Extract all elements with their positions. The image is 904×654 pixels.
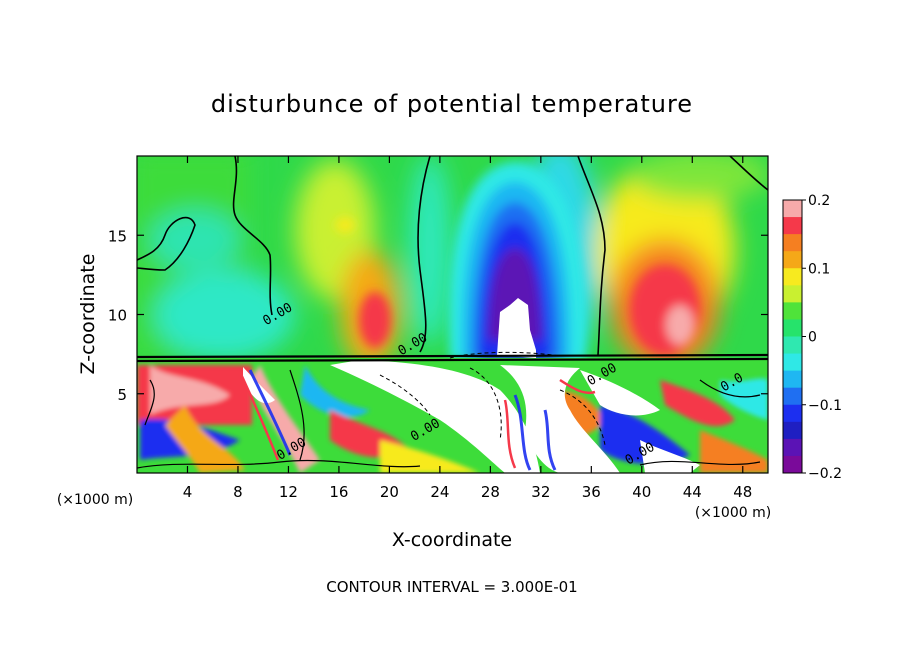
x-tick-label: 32 [531, 483, 550, 501]
contour-interval-note: CONTOUR INTERVAL = 3.000E-01 [326, 578, 577, 596]
x-tick-label: 44 [683, 483, 702, 501]
colorbar-swatch [783, 455, 802, 474]
colorbar-swatch [783, 336, 802, 355]
x-tick-label: 8 [233, 483, 243, 501]
colorbar-swatch [783, 370, 802, 389]
colorbar-tick-label: 0.2 [808, 193, 830, 209]
y-tick-label: 5 [117, 386, 127, 404]
y-tick-label: 15 [108, 227, 127, 245]
colorbar-swatch [783, 302, 802, 320]
colorbar-tick-label: 0 [808, 330, 817, 346]
x-unit-label-left: (×1000 m) [57, 492, 133, 508]
colorbar-swatch [783, 421, 802, 440]
x-tick-label: 12 [279, 483, 298, 501]
colorbar-swatch [783, 268, 802, 286]
colorbar-swatch [783, 387, 802, 406]
colorbar-swatch [783, 251, 802, 269]
x-tick-label: 36 [582, 483, 601, 501]
y-axis-label: Z-coordinate [77, 254, 99, 375]
x-tick-label: 16 [329, 483, 348, 501]
colorbar-swatch [783, 234, 802, 252]
x-tick-label: 28 [481, 483, 500, 501]
colorbar-tick-label: 0.1 [808, 261, 830, 277]
x-tick-label: 24 [430, 483, 449, 501]
colorbar-swatch [783, 438, 802, 457]
colorbar-swatch [783, 285, 802, 303]
colorbar-swatch [783, 217, 802, 235]
y-axis: 5 10 15 [108, 227, 768, 404]
heatmap-field [137, 156, 768, 473]
x-tick-label: 40 [632, 483, 651, 501]
x-unit-label-right: (×1000 m) [695, 505, 771, 521]
x-tick-label: 4 [183, 483, 193, 501]
colorbar-swatch [783, 404, 802, 423]
x-axis-label: X-coordinate [392, 529, 512, 551]
x-tick-label: 20 [380, 483, 399, 501]
colorbar-tick-label: −0.2 [808, 466, 842, 482]
chart-title: disturbunce of potential temperature [211, 90, 693, 118]
y-tick-label: 10 [108, 307, 127, 325]
colorbar-swatch [783, 200, 802, 218]
colorbar-swatch [783, 353, 802, 372]
colorbar-swatch [783, 319, 802, 337]
x-tick-label: 48 [733, 483, 752, 501]
colorbar-tick-label: −0.1 [808, 398, 842, 414]
x-axis: 4 8 12 16 20 24 28 32 36 40 44 48 [183, 156, 752, 501]
colorbar: 0.2 0.1 0 −0.1 −0.2 [782, 193, 842, 482]
